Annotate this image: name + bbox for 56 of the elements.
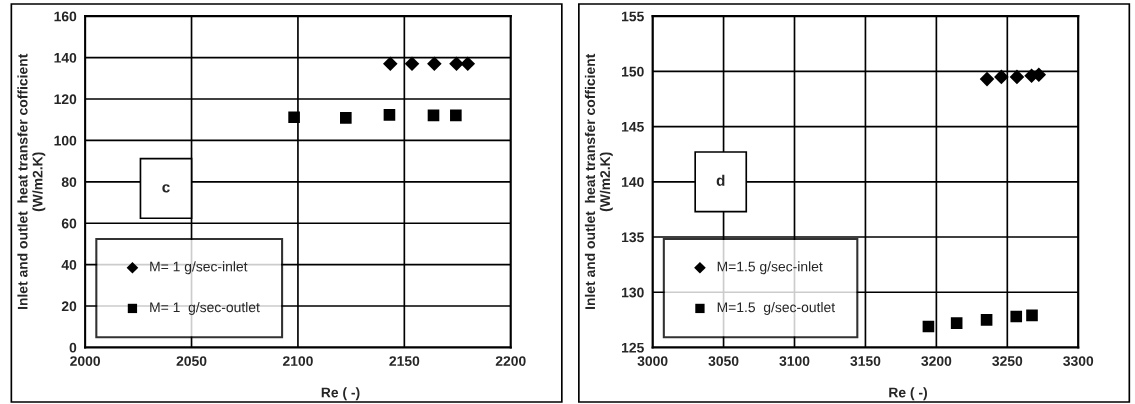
legend-label: M=1.5 g/sec-outlet (717, 302, 835, 315)
x-tick-label: 3000 (637, 356, 668, 366)
y-tick-label: 20 (61, 301, 77, 312)
y-axis-title: Inlet and outlet heat transfer cofficient (W/m2.K) (17, 53, 46, 309)
y-tick-label: 150 (622, 66, 644, 77)
point (1026, 309, 1038, 322)
y-tick-label: 125 (622, 342, 644, 353)
legend-label: M=1.5 g/sec-inlet (717, 261, 823, 275)
x-tick-label: 3300 (1063, 356, 1094, 366)
x-axis-title: Re ( -) (321, 387, 360, 401)
point (460, 56, 476, 72)
point (449, 56, 464, 72)
point (404, 56, 420, 72)
point (427, 56, 442, 72)
point (288, 111, 300, 124)
point (994, 69, 1009, 85)
y-tick-label: 40 (61, 259, 77, 270)
point (383, 56, 398, 72)
legend-label: M= 1 g/sec-inlet (150, 261, 248, 275)
y-tick-label: 0 (69, 342, 77, 353)
annotation: d (716, 174, 725, 186)
x-tick-label: 3250 (992, 356, 1023, 366)
y-tick-label: 135 (622, 232, 644, 243)
x-tick-label: 2200 (495, 356, 526, 366)
x-tick-label: 2000 (70, 356, 101, 366)
y-tick-label: 100 (54, 135, 77, 146)
point (922, 320, 935, 333)
y-tick-label: 140 (622, 177, 644, 187)
x-tick-label: 2050 (176, 356, 207, 366)
y-tick-label: 60 (61, 218, 77, 229)
point (980, 314, 993, 326)
point (427, 109, 440, 122)
x-tick-label: 2100 (282, 356, 313, 366)
point (1009, 69, 1025, 85)
x-axis-title: Re ( -) (889, 387, 927, 401)
y-tick-label: 140 (54, 52, 77, 63)
x-tick-label: 3050 (708, 356, 739, 366)
y-axis-title: Inlet and outlet heat transfer cofficient (W/m2.K) (584, 53, 613, 309)
annotation: c (162, 184, 170, 193)
point (450, 109, 462, 122)
y-tick-label: 80 (61, 177, 77, 187)
point (340, 112, 352, 124)
y-tick-label: 145 (622, 122, 644, 132)
x-tick-label: 2150 (389, 356, 420, 366)
y-tick-label: 120 (54, 94, 77, 105)
point (979, 71, 995, 87)
y-tick-label: 160 (54, 11, 77, 22)
legend-label: M= 1 g/sec-outlet (150, 302, 260, 315)
x-tick-label: 3200 (921, 356, 952, 366)
x-tick-label: 3100 (779, 356, 810, 366)
y-tick-label: 155 (622, 11, 644, 22)
point (950, 317, 963, 329)
point (383, 109, 396, 121)
x-tick-label: 3150 (850, 356, 881, 366)
y-tick-label: 130 (622, 287, 644, 298)
point (1010, 310, 1023, 323)
